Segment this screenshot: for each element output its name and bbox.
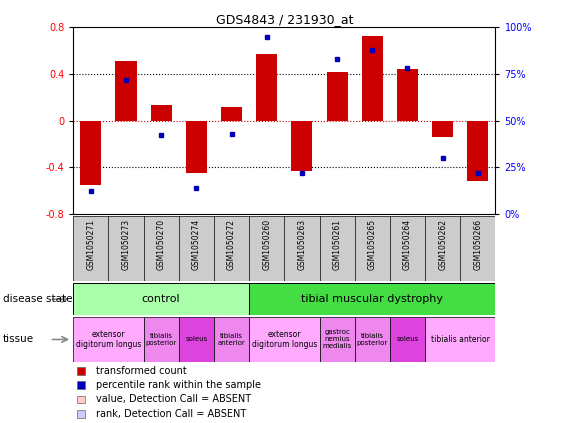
Bar: [214, 317, 249, 362]
Bar: [77, 382, 85, 389]
Bar: [179, 317, 214, 362]
Text: GSM1050274: GSM1050274: [192, 219, 201, 270]
Text: GSM1050266: GSM1050266: [473, 219, 482, 270]
Bar: [73, 283, 249, 315]
Text: GSM1050265: GSM1050265: [368, 219, 377, 270]
Bar: [467, 121, 488, 181]
Text: extensor
digitorum longus: extensor digitorum longus: [252, 330, 317, 349]
Text: disease state: disease state: [3, 294, 72, 304]
Bar: [115, 61, 137, 121]
Text: GSM1050270: GSM1050270: [157, 219, 166, 270]
Text: tissue: tissue: [3, 335, 34, 344]
Bar: [77, 367, 85, 375]
Text: GSM1050263: GSM1050263: [297, 219, 306, 270]
Text: extensor
digitorum longus: extensor digitorum longus: [75, 330, 141, 349]
Text: GSM1050272: GSM1050272: [227, 219, 236, 270]
Text: GSM1050264: GSM1050264: [403, 219, 412, 270]
Bar: [77, 396, 85, 403]
Text: percentile rank within the sample: percentile rank within the sample: [96, 380, 261, 390]
Bar: [397, 69, 418, 121]
Text: control: control: [142, 294, 181, 304]
Text: GSM1050262: GSM1050262: [438, 219, 447, 270]
Title: GDS4843 / 231930_at: GDS4843 / 231930_at: [216, 14, 353, 26]
Bar: [73, 317, 144, 362]
Text: soleus: soleus: [396, 336, 419, 343]
Bar: [77, 410, 85, 418]
Bar: [390, 317, 425, 362]
Text: GSM1050271: GSM1050271: [86, 219, 95, 270]
Bar: [249, 283, 495, 315]
Text: GSM1050273: GSM1050273: [122, 219, 131, 270]
Bar: [80, 121, 101, 184]
Bar: [186, 121, 207, 173]
Bar: [362, 36, 383, 121]
Text: tibialis
anterior: tibialis anterior: [218, 333, 245, 346]
Text: tibial muscular dystrophy: tibial muscular dystrophy: [301, 294, 443, 304]
Text: rank, Detection Call = ABSENT: rank, Detection Call = ABSENT: [96, 409, 247, 419]
Bar: [355, 317, 390, 362]
Text: GSM1050260: GSM1050260: [262, 219, 271, 270]
Text: gastroc
nemius
medialis: gastroc nemius medialis: [323, 330, 352, 349]
Bar: [249, 317, 320, 362]
Text: tibialis anterior: tibialis anterior: [431, 335, 490, 344]
Bar: [144, 317, 179, 362]
Text: tibialis
posterior: tibialis posterior: [356, 333, 388, 346]
Text: soleus: soleus: [185, 336, 208, 343]
Text: tibialis
posterior: tibialis posterior: [145, 333, 177, 346]
Bar: [432, 121, 453, 137]
Bar: [425, 317, 495, 362]
Bar: [327, 71, 347, 121]
Text: value, Detection Call = ABSENT: value, Detection Call = ABSENT: [96, 395, 252, 404]
Text: GSM1050261: GSM1050261: [333, 219, 342, 270]
Bar: [256, 54, 277, 121]
Bar: [292, 121, 312, 170]
Text: transformed count: transformed count: [96, 366, 187, 376]
Bar: [221, 107, 242, 121]
Bar: [320, 317, 355, 362]
Bar: [151, 105, 172, 121]
